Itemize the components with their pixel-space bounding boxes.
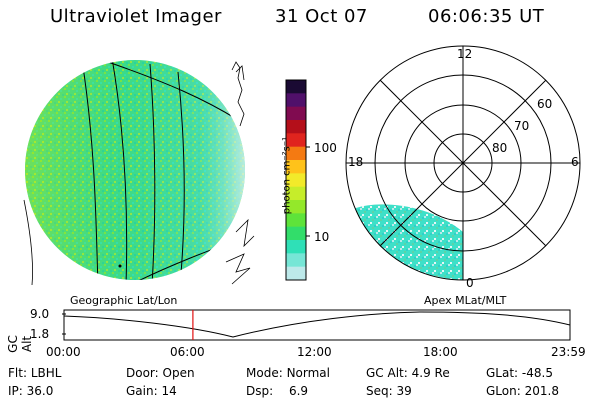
- time-label: 06:06:35 UT: [428, 6, 545, 27]
- colorbar-segment: [286, 93, 306, 108]
- lat-label-60: 60: [537, 97, 553, 111]
- colorbar-tick-label-100: 100: [314, 141, 337, 155]
- colorbar-segment: [286, 226, 306, 241]
- right-panel-label: Apex MLat/MLT: [424, 294, 507, 307]
- xtick-0600: 06:00: [170, 345, 205, 359]
- colorbar-segment: [286, 186, 306, 201]
- xtick-2359: 23:59: [551, 345, 586, 359]
- info-seq: Seq: 39: [366, 384, 412, 398]
- colorbar-segment: [286, 253, 306, 268]
- info-door: Door: Open: [126, 366, 195, 380]
- polar-grid: [345, 45, 581, 281]
- info-flt: Flt: LBHL: [8, 366, 62, 380]
- mlt-label-0: 0: [466, 276, 474, 290]
- colorbar-frame: [285, 79, 307, 281]
- instrument-title: Ultraviolet Imager: [50, 6, 222, 27]
- xtick-0000: 00:00: [46, 345, 81, 359]
- colorbar: [285, 79, 307, 281]
- lat-label-70: 70: [514, 119, 530, 133]
- altitude-timeline: [62, 309, 571, 341]
- xtick-1200: 12:00: [297, 345, 332, 359]
- gc-alt-curve: [63, 311, 571, 338]
- mlt-label-18: 18: [348, 155, 364, 169]
- left-panel-label: Geographic Lat/Lon: [70, 294, 178, 307]
- polar-image: [345, 45, 581, 281]
- colorbar-segment: [286, 120, 306, 134]
- colorbar-segment: [286, 200, 306, 214]
- subsatellite-point: [118, 264, 122, 268]
- colorbar-segment: [286, 146, 306, 161]
- lat-label-80: 80: [492, 141, 508, 155]
- info-glat: GLat: -48.5: [486, 366, 553, 380]
- colorbar-segment: [286, 240, 306, 254]
- earth-image: [23, 60, 255, 286]
- ytick-9: 9.0: [30, 307, 50, 321]
- info-glon: GLon: 201.8: [486, 384, 559, 398]
- colorbar-segment: [286, 173, 306, 188]
- info-dsp: Dsp: 6.9: [246, 384, 309, 398]
- ytick-1-8: 1.8: [30, 327, 50, 341]
- colorbar-segment: [286, 160, 306, 174]
- colorbar-segment: [286, 80, 306, 94]
- info-ip: IP: 36.0: [8, 384, 54, 398]
- colorbar-segment: [286, 213, 306, 228]
- colorbar-segment: [286, 106, 306, 121]
- colorbar-segment: [286, 133, 306, 148]
- info-gain: Gain: 14: [126, 384, 177, 398]
- colorbar-segment: [286, 266, 306, 281]
- mlt-label-12: 12: [457, 47, 473, 61]
- date-label: 31 Oct 07: [275, 6, 368, 27]
- mlt-label-6: 6: [571, 155, 579, 169]
- info-gc-alt: GC Alt: 4.9 Re: [366, 366, 450, 380]
- xtick-1800: 18:00: [423, 345, 458, 359]
- coastline-traces: [23, 61, 255, 286]
- info-mode: Mode: Normal: [246, 366, 330, 380]
- colorbar-tick-label-10: 10: [314, 230, 330, 244]
- colorbar-unit-label: photon cm⁻²s⁻¹: [281, 136, 293, 215]
